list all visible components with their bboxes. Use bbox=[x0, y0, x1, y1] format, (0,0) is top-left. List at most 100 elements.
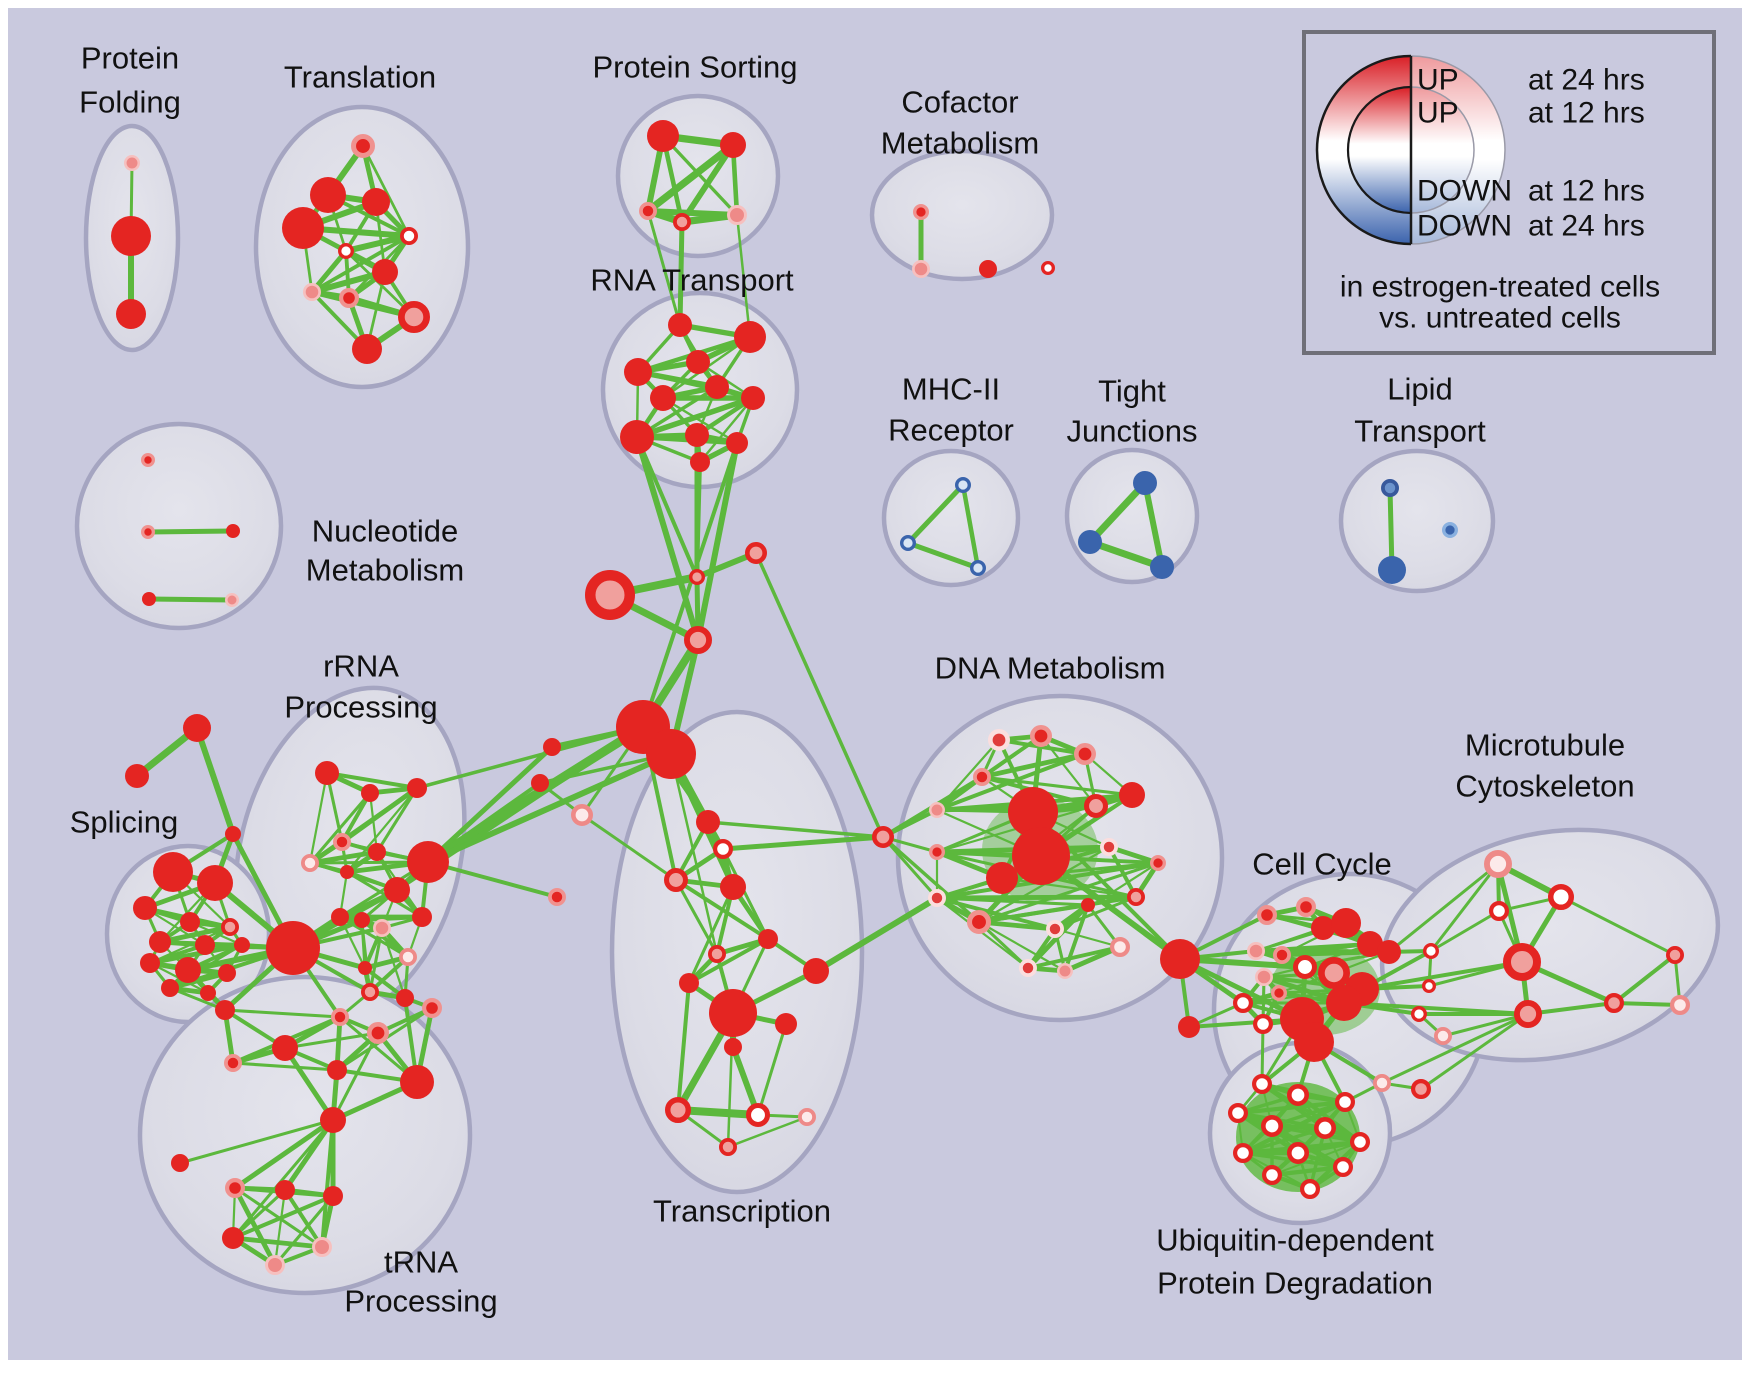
gene-node-dm15 bbox=[1019, 959, 1038, 978]
interaction-edge bbox=[360, 915, 424, 922]
interaction-edge bbox=[813, 895, 940, 974]
gene-node-tr15 bbox=[798, 1108, 817, 1127]
gene-node-dmh2 bbox=[1012, 827, 1070, 885]
cluster-label-rna-transport: RNA Transport bbox=[590, 263, 794, 298]
interaction-edge bbox=[426, 860, 559, 899]
interaction-edge bbox=[232, 1185, 278, 1268]
cluster-label-protein-folding: Protein bbox=[81, 41, 179, 76]
interaction-edge bbox=[980, 775, 1134, 797]
cluster-label-protein-sorting: Protein Sorting bbox=[592, 50, 797, 85]
interaction-edge bbox=[1142, 480, 1165, 570]
gene-node-dm18 bbox=[1178, 1016, 1200, 1038]
gene-node-rsp bbox=[570, 803, 593, 826]
cluster-label-transcription: Transcription bbox=[653, 1194, 831, 1229]
interaction-edge bbox=[145, 528, 236, 535]
interaction-edge bbox=[1235, 1099, 1348, 1116]
gene-node-tn10 bbox=[320, 1107, 346, 1133]
gene-node-tj1 bbox=[1133, 471, 1157, 495]
gene-node-rt2 bbox=[734, 321, 766, 353]
gene-node-ps5 bbox=[727, 205, 747, 225]
interaction-edge bbox=[580, 813, 678, 882]
gene-node-cchub2 bbox=[1294, 1022, 1334, 1062]
gene-node-dm11 bbox=[1127, 888, 1146, 907]
gene-node-nm5 bbox=[225, 593, 239, 607]
gene-node-c3 bbox=[684, 626, 713, 655]
interaction-edge bbox=[231, 1061, 339, 1072]
interaction-edge bbox=[157, 924, 233, 945]
gene-node-rt3 bbox=[686, 350, 710, 374]
interaction-edge bbox=[1177, 956, 1305, 1022]
interaction-edge bbox=[1429, 909, 1501, 953]
interaction-edge bbox=[661, 396, 739, 445]
interaction-edge bbox=[644, 141, 737, 215]
interaction-edge bbox=[368, 791, 379, 854]
gene-node-tr1 bbox=[696, 810, 720, 834]
gene-node-rs1 bbox=[543, 738, 561, 756]
gene-node-rt6 bbox=[650, 385, 676, 411]
legend: UP at 24 hrs UP at 12 hrs DOWN at 12 hrs DOWN a… bbox=[1302, 30, 1716, 355]
gene-node-r13 bbox=[373, 918, 392, 937]
gene-node-tr13 bbox=[664, 1096, 691, 1123]
gene-node-tn5 bbox=[331, 1008, 350, 1027]
interaction-edge bbox=[997, 738, 1087, 756]
legend-glyph-inner-right-arc bbox=[1410, 86, 1475, 214]
gene-node-dm17 bbox=[1109, 936, 1130, 957]
interaction-edge bbox=[634, 395, 756, 440]
gene-node-lt1 bbox=[1381, 479, 1400, 498]
interaction-edge bbox=[375, 786, 419, 854]
gene-node-ub8 bbox=[1232, 1142, 1253, 1163]
interaction-edge bbox=[425, 744, 555, 865]
gene-node-mh1 bbox=[954, 476, 971, 493]
gene-node-tr6 bbox=[758, 929, 778, 949]
interaction-edge bbox=[735, 213, 752, 339]
gene-node-cc13 bbox=[1254, 967, 1273, 986]
interaction-edge bbox=[934, 774, 985, 813]
gene-node-tn15 bbox=[222, 1227, 244, 1249]
interaction-edge bbox=[977, 861, 1160, 924]
gene-node-r4 bbox=[333, 833, 352, 852]
interaction-edge bbox=[646, 209, 682, 327]
interaction-edge bbox=[730, 1044, 761, 1118]
gene-node-dmh1 bbox=[1008, 787, 1058, 837]
interaction-edge bbox=[1387, 862, 1500, 954]
gene-node-nm1 bbox=[140, 452, 155, 467]
gene-node-r11 bbox=[331, 908, 349, 926]
gene-node-cc8 bbox=[1273, 946, 1292, 965]
gene-node-tr12 bbox=[724, 1038, 742, 1056]
gene-node-lt3 bbox=[1442, 521, 1459, 538]
gene-node-tr14 bbox=[746, 1103, 771, 1128]
gene-node-t9 bbox=[339, 288, 360, 309]
gene-node-sp6 bbox=[149, 931, 171, 953]
gene-node-mt8 bbox=[1666, 946, 1685, 965]
gene-node-r15 bbox=[358, 961, 372, 975]
cluster-label-cofactor-metabolism: Metabolism bbox=[881, 126, 1040, 161]
interaction-edge bbox=[232, 1117, 336, 1191]
interaction-edge bbox=[368, 926, 384, 994]
interaction-edge bbox=[230, 1235, 325, 1250]
cluster-label-cofactor-metabolism: Cofactor bbox=[901, 85, 1018, 120]
cluster-label-mhc-ii-receptor: Receptor bbox=[888, 413, 1014, 448]
gene-node-tn17 bbox=[265, 1255, 285, 1275]
gene-node-t10 bbox=[397, 300, 430, 333]
gene-nodes bbox=[111, 120, 1690, 1275]
gene-node-dm8 bbox=[928, 843, 945, 860]
cluster-label-protein-folding: Folding bbox=[79, 85, 181, 120]
gene-node-sp7 bbox=[195, 935, 215, 955]
gene-node-cc12 bbox=[1326, 985, 1362, 1021]
gene-node-sp2 bbox=[197, 865, 233, 901]
gene-node-sp5 bbox=[220, 918, 239, 937]
cluster-label-translation: Translation bbox=[284, 60, 436, 95]
cluster-label-microtubule-cytoskeleton: Cytoskeleton bbox=[1455, 769, 1634, 804]
interaction-edge bbox=[1241, 1126, 1327, 1155]
interaction-edge bbox=[282, 1045, 336, 1123]
gene-node-ccw1 bbox=[1423, 942, 1440, 959]
interaction-edge bbox=[661, 134, 739, 217]
interaction-edge bbox=[687, 885, 735, 985]
cluster-label-lipid-transport: Lipid bbox=[1387, 372, 1453, 407]
gene-node-ts bbox=[225, 826, 241, 842]
gene-node-sp9 bbox=[140, 953, 160, 973]
interaction-edge bbox=[1000, 876, 1138, 899]
gene-node-tn13 bbox=[275, 1180, 295, 1200]
gene-node-dm9 bbox=[1100, 838, 1119, 857]
